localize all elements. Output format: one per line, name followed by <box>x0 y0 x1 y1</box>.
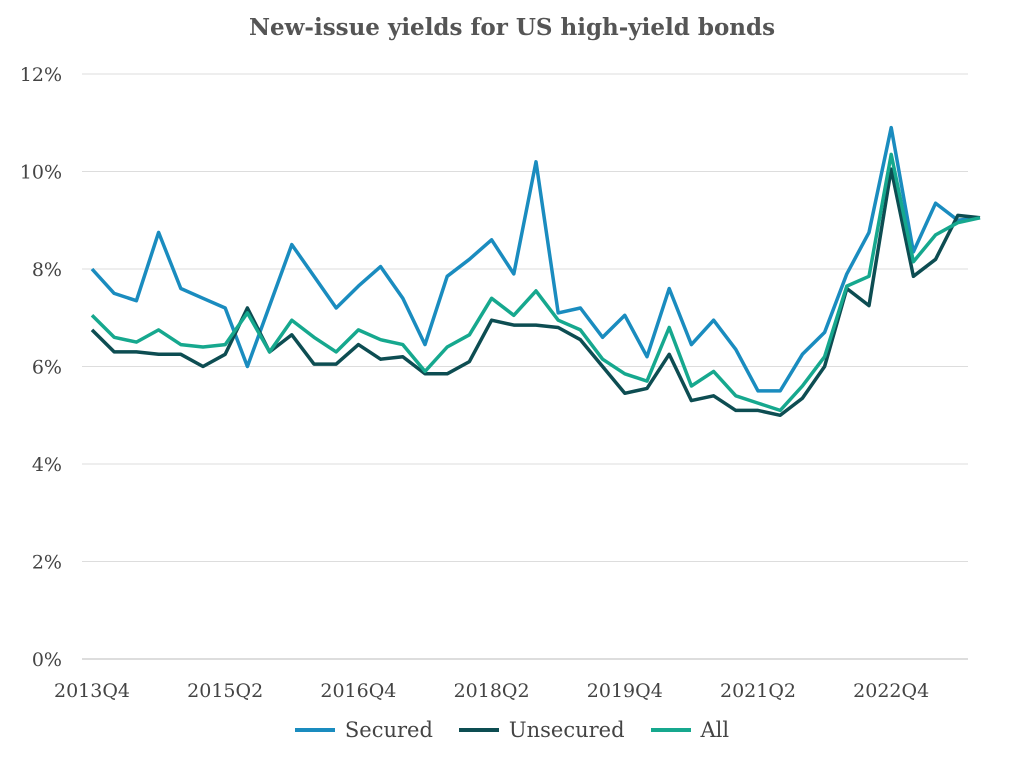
y-tick-label: 0% <box>32 649 62 671</box>
legend-label: All <box>700 718 730 742</box>
legend-item-all: All <box>650 718 730 742</box>
x-tick-label: 2013Q4 <box>54 680 130 702</box>
legend: Secured Unsecured All <box>0 718 1024 742</box>
y-tick-label: 4% <box>32 454 62 476</box>
series-line-all <box>90 152 981 413</box>
x-tick-label: 2021Q2 <box>720 680 796 702</box>
series-line-secured <box>90 125 981 393</box>
gridlines <box>82 73 968 660</box>
legend-label: Secured <box>344 718 433 742</box>
x-axis-ticks: 2013Q4 2015Q2 2016Q4 2018Q2 2019Q4 2021Q2 2022… <box>54 680 929 702</box>
x-tick-label: 2016Q4 <box>320 680 396 702</box>
legend-swatch <box>650 728 691 732</box>
series-lines <box>90 125 981 418</box>
y-axis-ticks: 0% 2% 4% 6% 8% 10% 12% <box>20 64 62 671</box>
x-tick-label: 2019Q4 <box>587 680 663 702</box>
y-tick-label: 10% <box>20 162 62 184</box>
legend-item-unsecured: Unsecured <box>458 718 625 742</box>
legend-swatch <box>294 728 335 732</box>
x-tick-label: 2015Q2 <box>187 680 263 702</box>
legend-swatch <box>458 728 499 732</box>
y-tick-label: 6% <box>32 357 62 379</box>
x-tick-label: 2022Q4 <box>853 680 929 702</box>
legend-item-secured: Secured <box>294 718 433 742</box>
y-tick-label: 2% <box>32 552 62 574</box>
legend-label: Unsecured <box>508 718 625 742</box>
x-tick-label: 2018Q2 <box>454 680 530 702</box>
y-tick-label: 12% <box>20 64 62 86</box>
chart-title: New-issue yields for US high-yield bonds <box>248 14 776 41</box>
y-tick-label: 8% <box>32 259 62 281</box>
